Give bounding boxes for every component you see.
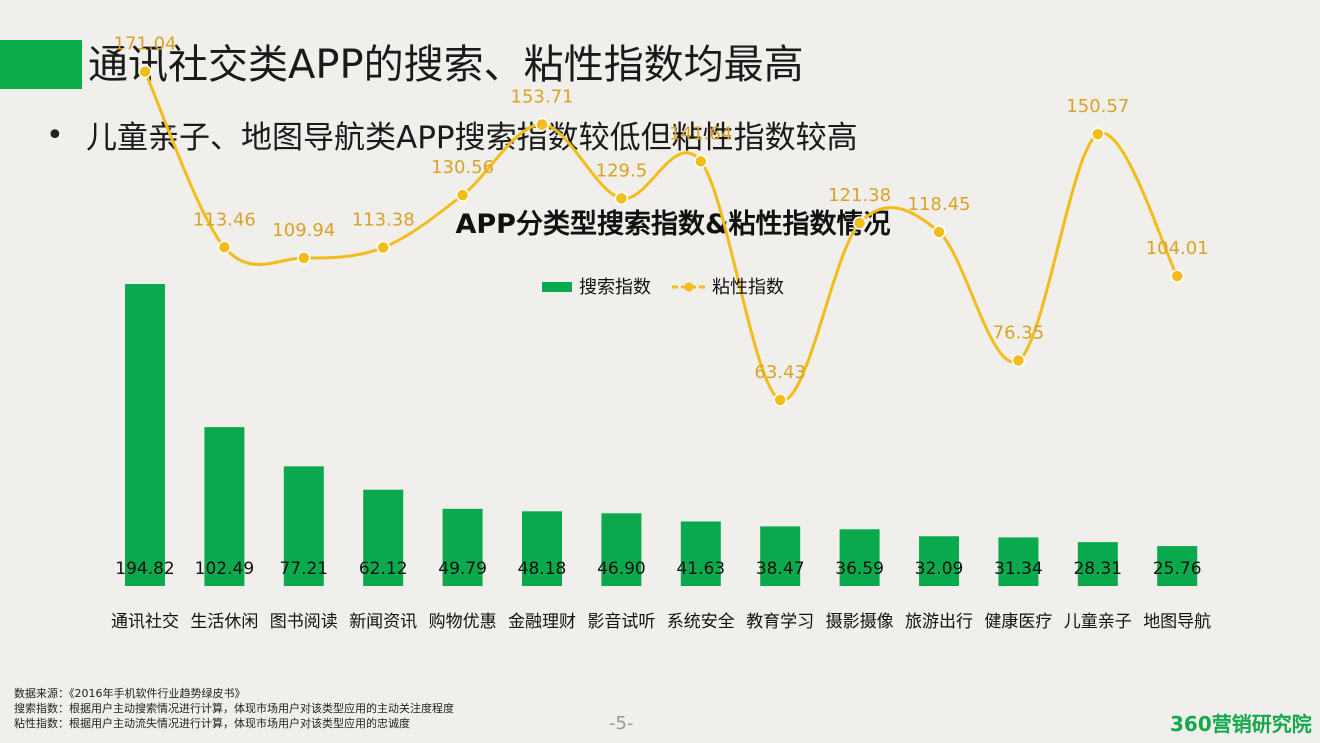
category-label-13: 地图导航 [1143, 612, 1211, 632]
point-stickiness-7 [694, 154, 708, 169]
footnote-search-def: 搜索指数：根据用户主动搜索情况进行计算，体现市场用户对该类型应用的主动关注度程度 [14, 702, 454, 715]
bar-search-12 [1077, 542, 1118, 586]
label-search-7: 41.63 [676, 559, 725, 579]
label-search-3: 62.12 [359, 559, 408, 579]
label-search-12: 28.31 [1073, 559, 1122, 579]
bar-search-8 [760, 526, 801, 586]
label-stickiness-9: 121.38 [828, 185, 891, 206]
bar-search-9 [839, 529, 880, 586]
category-label-3: 新闻资讯 [349, 612, 417, 632]
label-search-10: 32.09 [915, 559, 964, 579]
category-label-2: 图书阅读 [270, 612, 338, 632]
label-stickiness-0: 171.04 [114, 34, 177, 55]
category-label-12: 儿童亲子 [1064, 612, 1132, 632]
category-label-8: 教育学习 [746, 612, 814, 632]
label-search-8: 38.47 [756, 559, 805, 579]
label-search-2: 77.21 [279, 559, 328, 579]
label-stickiness-4: 130.56 [431, 157, 494, 178]
bar-search-3 [363, 489, 404, 586]
label-stickiness-13: 104.01 [1146, 238, 1209, 259]
point-stickiness-3 [376, 240, 390, 255]
bar-search-13 [1157, 546, 1198, 586]
legend-search-label: 搜索指数 [579, 277, 651, 298]
bullet-icon: • [46, 118, 64, 153]
bar-search-4 [442, 508, 483, 586]
label-stickiness-10: 118.45 [908, 194, 971, 215]
point-stickiness-9 [852, 216, 867, 230]
bar-search-2 [283, 466, 324, 586]
point-stickiness-1 [217, 240, 232, 255]
category-label-10: 旅游出行 [905, 612, 973, 632]
label-search-11: 31.34 [994, 559, 1043, 579]
line-stickiness [143, 71, 1179, 402]
point-stickiness-11 [1011, 353, 1026, 368]
point-stickiness-0 [138, 64, 152, 79]
bar-search-0 [125, 284, 165, 586]
label-search-13: 25.76 [1153, 559, 1202, 579]
label-search-9: 36.59 [835, 559, 884, 579]
category-label-4: 购物优惠 [429, 612, 497, 632]
chart-title: APP分类型搜索指数&粘性指数情况 [455, 209, 891, 240]
bar-search-1 [204, 427, 245, 586]
label-stickiness-8: 63.43 [754, 362, 806, 383]
bar-search-10 [919, 536, 959, 586]
legend-search-swatch [542, 282, 572, 292]
category-label-9: 摄影摄像 [826, 612, 894, 632]
bar-search-6 [601, 513, 642, 586]
label-stickiness-7: 141.64 [669, 123, 732, 144]
bar-search-11 [998, 537, 1039, 586]
page-number: -5- [609, 713, 634, 734]
bar-search-5 [522, 511, 562, 586]
label-stickiness-2: 109.94 [272, 220, 335, 241]
category-label-7: 系统安全 [667, 612, 735, 632]
point-stickiness-6 [614, 191, 629, 206]
point-stickiness-13 [1170, 269, 1184, 283]
category-label-11: 健康医疗 [984, 612, 1052, 632]
label-stickiness-6: 129.5 [596, 160, 648, 181]
slide-title: 通讯社交类APP的搜索、粘性指数均最高 [88, 42, 804, 88]
footnote-source: 数据来源：《2016年手机软件行业趋势绿皮书》 [14, 687, 246, 700]
title-accent-bar [0, 40, 82, 89]
label-stickiness-1: 113.46 [193, 209, 256, 230]
bar-search-7 [680, 521, 721, 586]
point-stickiness-4 [455, 188, 470, 202]
footnotes: 数据来源：《2016年手机软件行业趋势绿皮书》 搜索指数：根据用户主动搜索情况进… [14, 686, 454, 731]
label-search-5: 48.18 [518, 559, 567, 579]
label-stickiness-5: 153.71 [511, 87, 574, 108]
label-search-0: 194.82 [115, 559, 174, 579]
category-label-6: 影音试听 [587, 612, 655, 632]
category-label-5: 金融理财 [508, 612, 576, 632]
point-stickiness-5 [535, 117, 549, 132]
label-stickiness-11: 76.35 [993, 322, 1045, 343]
label-stickiness-12: 150.57 [1066, 96, 1129, 117]
label-search-4: 49.79 [438, 559, 487, 579]
brand-logo-text: 360营销研究院 [1170, 712, 1312, 736]
legend-stickiness-label: 粘性指数 [712, 277, 784, 298]
label-search-6: 46.90 [597, 559, 646, 579]
slide-subtitle: 儿童亲子、地图导航类APP搜索指数较低但粘性指数较高 [86, 120, 858, 156]
point-stickiness-8 [773, 393, 787, 407]
label-stickiness-3: 113.38 [352, 210, 415, 231]
point-stickiness-12 [1091, 127, 1105, 141]
category-label-0: 通讯社交 [111, 612, 179, 632]
footnote-stickiness-def: 粘性指数：根据用户主动流失情况进行计算，体现市场用户对该类型应用的忠诚度 [14, 717, 410, 730]
point-stickiness-2 [297, 251, 311, 265]
legend-stickiness-marker [684, 282, 694, 292]
label-search-1: 102.49 [195, 559, 254, 579]
point-stickiness-10 [932, 225, 946, 239]
category-label-1: 生活休闲 [190, 612, 258, 632]
